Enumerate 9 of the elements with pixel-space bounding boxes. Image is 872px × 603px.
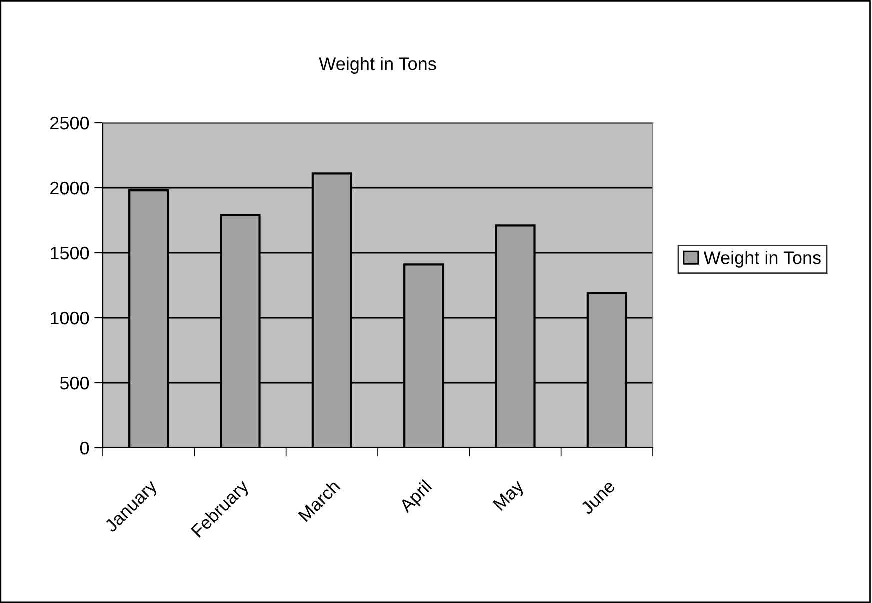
x-tick-label: May bbox=[492, 479, 528, 514]
y-tick-label: 1500 bbox=[51, 246, 90, 260]
chart-title: Weight in Tons bbox=[319, 57, 436, 74]
y-tick-label: 500 bbox=[60, 376, 90, 390]
y-tick-label: 0 bbox=[80, 442, 90, 455]
y-tick-label: 2000 bbox=[50, 182, 90, 195]
legend-label: Weight in Tons bbox=[704, 251, 821, 268]
y-tick-label: 1000 bbox=[51, 312, 90, 325]
y-tick-label: 2500 bbox=[50, 116, 90, 130]
